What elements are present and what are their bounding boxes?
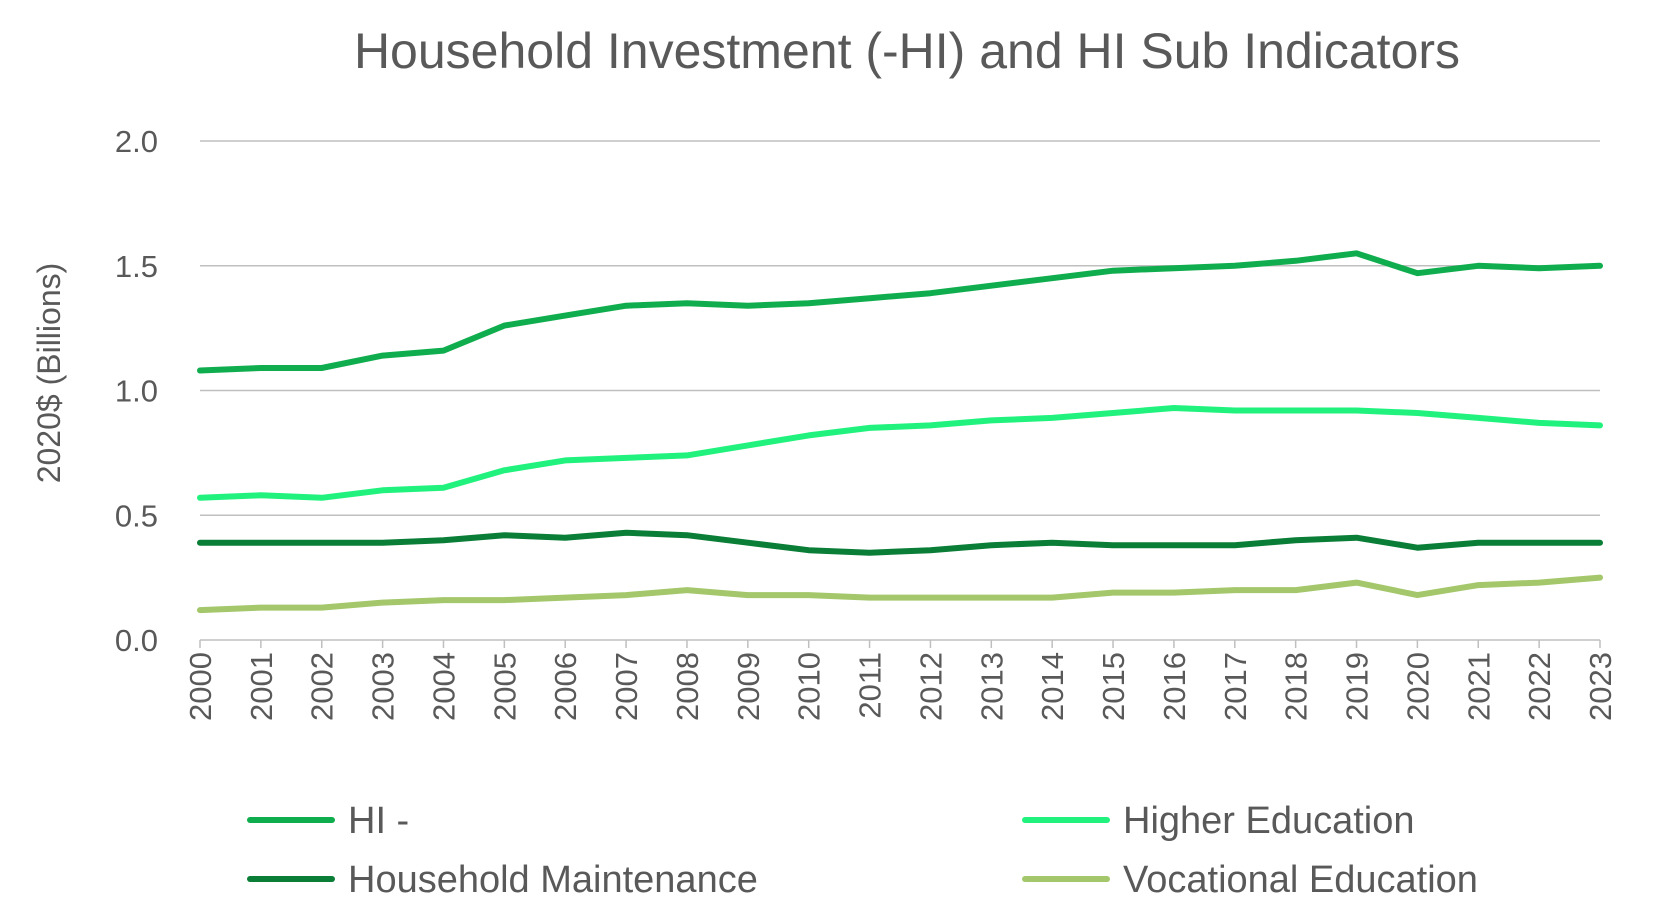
x-tick-label: 2018: [1279, 652, 1314, 721]
y-axis-ticks: 0.0 0.5 1.0 1.5 2.0: [115, 124, 158, 658]
x-tick-label: 2002: [305, 652, 340, 721]
x-tick-label: 2014: [1035, 652, 1070, 721]
legend-label-vocational-education: Vocational Education: [1123, 859, 1478, 897]
x-tick-label: 2015: [1096, 652, 1131, 721]
series-lines: [197, 250, 1603, 614]
x-tick-label: 2000: [183, 652, 218, 721]
x-tick-label: 2019: [1340, 652, 1375, 721]
series-line-vocational-education: [197, 574, 1603, 614]
x-tick-label: 2013: [974, 652, 1009, 721]
y-tick-label: 1.5: [115, 249, 158, 284]
series-line-higher-education: [197, 405, 1603, 501]
chart-title: Household Investment (-HI) and HI Sub In…: [354, 23, 1460, 79]
x-tick-label: 2010: [792, 652, 827, 721]
x-tick-label: 2005: [487, 652, 522, 721]
legend: HI - Higher Education Household Maintenanc…: [247, 800, 1478, 897]
series-line-household-maintenance: [197, 529, 1603, 556]
x-axis-ticks: 2000 2001 2002 2003 2004 2005 2006 2007 2008 2009…: [183, 640, 1618, 721]
y-tick-label: 0.0: [115, 623, 158, 658]
x-tick-label: 2012: [913, 652, 948, 721]
x-tick-label: 2004: [426, 652, 461, 721]
x-tick-label: 2008: [670, 652, 705, 721]
x-tick-label: 2003: [366, 652, 401, 721]
x-tick-label: 2017: [1218, 652, 1253, 721]
x-tick-label: 2021: [1461, 652, 1496, 721]
legend-label-household-maintenance: Household Maintenance: [348, 859, 758, 897]
gridlines: [200, 140, 1600, 641]
x-tick-label: 2007: [609, 652, 644, 721]
x-tick-label: 2011: [853, 652, 888, 719]
x-tick-label: 2020: [1400, 652, 1435, 721]
y-axis-label: 2020$ (Billions): [31, 263, 67, 484]
x-tick-label: 2016: [1157, 652, 1192, 721]
x-tick-label: 2006: [548, 652, 583, 721]
x-tick-label: 2022: [1522, 652, 1557, 721]
y-tick-label: 2.0: [115, 124, 158, 159]
series-line-hi: [197, 250, 1603, 374]
x-tick-label: 2023: [1583, 652, 1618, 721]
y-tick-label: 1.0: [115, 374, 158, 409]
legend-label-higher-education: Higher Education: [1123, 800, 1415, 842]
y-tick-label: 0.5: [115, 498, 158, 533]
legend-label-hi: HI -: [348, 800, 409, 842]
x-tick-label: 2001: [244, 652, 279, 721]
x-tick-label: 2009: [731, 652, 766, 721]
